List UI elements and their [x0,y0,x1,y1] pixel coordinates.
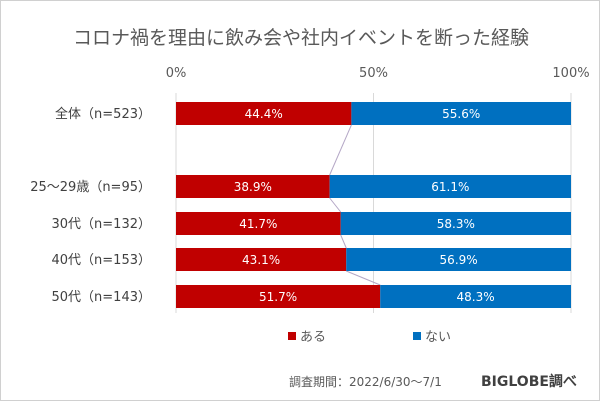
bar-nai [329,175,571,198]
bar-aru [176,212,341,235]
series-line [346,270,381,286]
series-line [340,234,347,249]
bar-aru [176,175,330,198]
x-tick-label: 100% [552,66,589,81]
data-label: 58.3% [437,217,475,231]
data-label: 61.1% [431,180,469,194]
category-label: 25～29歳（n=95） [30,180,151,195]
category-label: 50代（n=143） [52,290,152,305]
data-label: 51.7% [259,290,297,304]
data-label: 44.4% [245,107,283,121]
survey-period: 調査期間：2022/6/30～7/1 [289,375,442,389]
legend-label: ない [425,330,451,345]
bar-aru [176,102,352,125]
bar-aru [176,285,381,308]
data-label: 43.1% [242,253,280,267]
bar-nai [346,248,571,271]
bar-nai [351,102,571,125]
series-line [329,197,342,213]
series-line [329,124,352,176]
data-label: 41.7% [239,217,277,231]
bar-aru [176,248,347,271]
bar-nai [340,212,571,235]
data-label: 48.3% [457,290,495,304]
data-label: 38.9% [234,180,272,194]
chart-title: コロナ禍を理由に飲み会や社内イベントを断った経験 [72,27,529,49]
source-credit: BIGLOBE調べ [481,374,577,390]
category-label: 30代（n=132） [52,217,152,232]
legend-swatch [413,332,421,340]
data-label: 55.6% [442,107,480,121]
legend-swatch [288,332,296,340]
category-label: 全体（n=523） [55,106,151,122]
x-tick-label: 0% [166,66,187,81]
x-tick-label: 50% [359,66,388,81]
category-label: 40代（n=153） [52,253,152,268]
bar-nai [380,285,571,308]
legend-label: ある [300,330,326,345]
data-label: 56.9% [440,253,478,267]
